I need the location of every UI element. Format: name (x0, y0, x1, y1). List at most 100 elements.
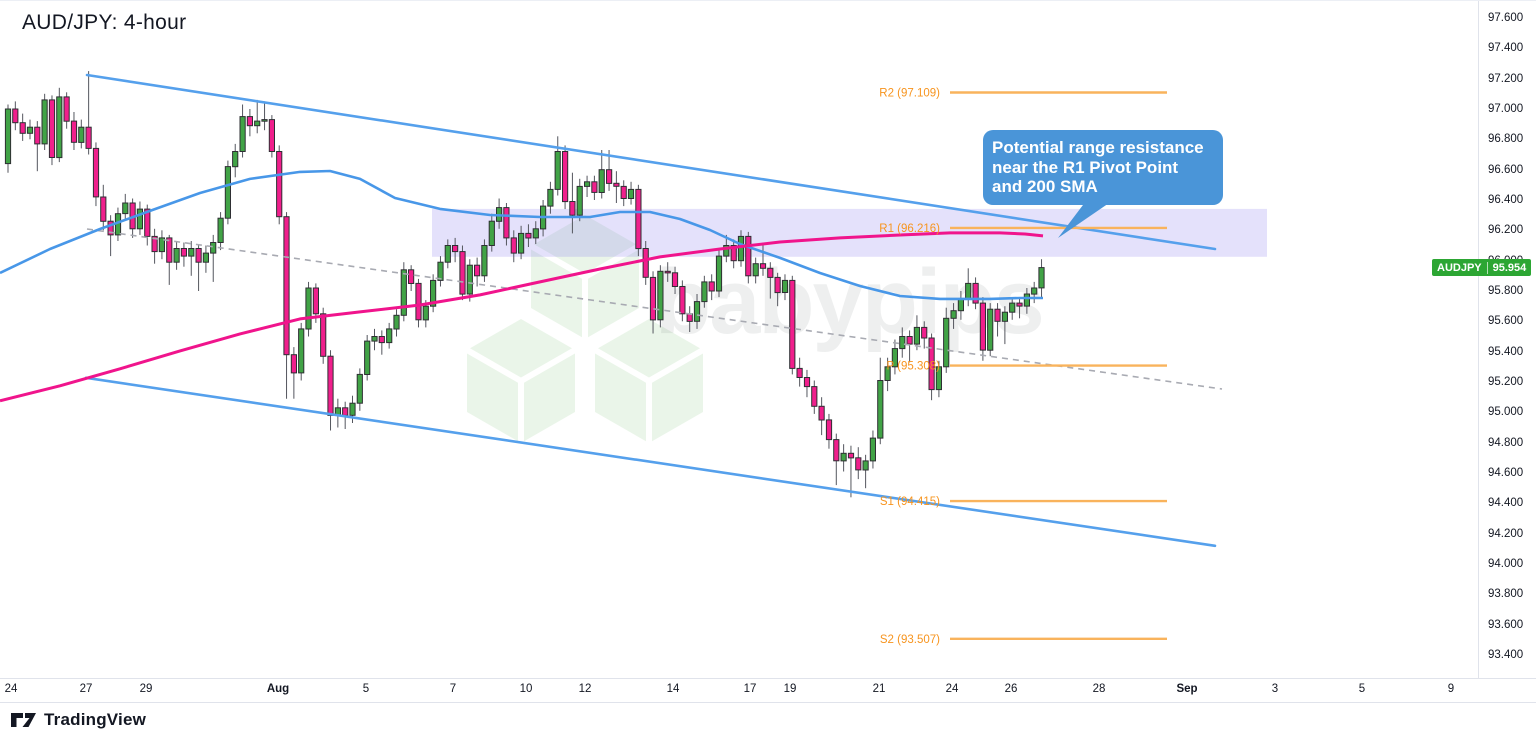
candle[interactable] (693, 301, 701, 322)
time-axis[interactable]: 24 27 29 Aug 5 7 10 12 14 17 19 21 24 26 28 Sep 3 5 9 (0, 678, 1536, 703)
candle[interactable] (921, 326, 928, 339)
candle[interactable] (891, 348, 898, 368)
candle[interactable] (884, 366, 891, 381)
candle[interactable] (862, 460, 869, 471)
candle[interactable] (195, 248, 202, 263)
candle[interactable] (642, 248, 649, 278)
candle[interactable] (56, 96, 63, 159)
candle[interactable] (122, 202, 129, 215)
candle[interactable] (261, 119, 268, 122)
candle[interactable] (166, 237, 173, 263)
candle[interactable] (437, 261, 444, 281)
candle[interactable] (224, 166, 232, 219)
candle[interactable] (452, 245, 459, 253)
candle[interactable] (210, 242, 217, 254)
candle[interactable] (283, 216, 290, 356)
candle[interactable] (217, 217, 224, 243)
candle[interactable] (723, 245, 730, 257)
candle[interactable] (899, 336, 906, 350)
candle[interactable] (107, 220, 114, 236)
candle[interactable] (19, 122, 26, 134)
candle[interactable] (290, 354, 297, 374)
candle[interactable] (591, 181, 598, 193)
candle[interactable] (1016, 302, 1023, 307)
candle[interactable] (613, 182, 620, 187)
candle[interactable] (701, 281, 708, 303)
candle[interactable] (173, 248, 180, 263)
candle[interactable] (466, 264, 473, 295)
candle[interactable] (906, 336, 913, 345)
candle[interactable] (70, 120, 78, 143)
candle[interactable] (41, 99, 48, 145)
candle[interactable] (444, 245, 451, 263)
candle[interactable] (913, 326, 920, 345)
candle[interactable] (1009, 302, 1016, 313)
candle[interactable] (393, 314, 400, 330)
candle[interactable] (312, 287, 319, 315)
candle[interactable] (430, 279, 437, 307)
candle[interactable] (781, 279, 789, 293)
candle[interactable] (48, 99, 56, 158)
candle[interactable] (569, 201, 576, 216)
candle[interactable] (510, 237, 517, 254)
candle[interactable] (342, 407, 349, 416)
candle[interactable] (584, 181, 591, 187)
candle[interactable] (657, 270, 664, 321)
candle[interactable] (935, 366, 942, 391)
candle[interactable] (972, 282, 979, 304)
candle[interactable] (4, 108, 12, 165)
candle[interactable] (825, 419, 833, 441)
candle[interactable] (1001, 311, 1008, 322)
candle[interactable] (188, 248, 195, 257)
candle[interactable] (378, 336, 385, 344)
chart-pane[interactable]: babypips R2 (97.109) R1 (96.216) P (95.308)… (0, 1, 1478, 678)
candle[interactable] (789, 279, 796, 369)
candle[interactable] (576, 185, 583, 216)
candle[interactable] (811, 386, 818, 407)
annotation-callout[interactable]: Potential range resistance near the R1 P… (983, 130, 1223, 205)
candle[interactable] (34, 126, 41, 145)
candle[interactable] (847, 452, 855, 459)
candle[interactable] (803, 377, 811, 388)
candle[interactable] (957, 298, 964, 312)
candle[interactable] (979, 302, 986, 351)
candle[interactable] (518, 232, 525, 254)
candle[interactable] (136, 208, 144, 230)
candle[interactable] (745, 235, 752, 277)
candle[interactable] (180, 248, 188, 257)
candle[interactable] (276, 151, 283, 218)
candle[interactable] (320, 313, 327, 357)
candle[interactable] (503, 207, 510, 239)
candle[interactable] (481, 245, 488, 277)
candle[interactable] (151, 235, 158, 253)
candle[interactable] (232, 151, 239, 168)
candle[interactable] (63, 96, 70, 122)
candle[interactable] (855, 457, 862, 471)
candle[interactable] (422, 305, 429, 321)
candle[interactable] (554, 151, 561, 190)
candle[interactable] (767, 267, 774, 278)
candle[interactable] (715, 255, 723, 292)
candle[interactable] (92, 147, 100, 198)
candle[interactable] (246, 116, 254, 127)
candle[interactable] (144, 208, 151, 237)
candle[interactable] (671, 272, 679, 287)
candle[interactable] (994, 308, 1001, 322)
candle[interactable] (254, 120, 261, 127)
candle[interactable] (620, 185, 627, 199)
candle[interactable] (305, 287, 312, 330)
candle[interactable] (627, 188, 635, 199)
candle[interactable] (679, 286, 686, 315)
candle[interactable] (415, 282, 422, 321)
candle[interactable] (78, 126, 85, 143)
candle[interactable] (85, 126, 92, 149)
dashed-trendline[interactable] (86, 228, 1223, 390)
candle[interactable] (818, 405, 825, 421)
candle[interactable] (950, 310, 957, 319)
candle[interactable] (349, 402, 356, 416)
candle[interactable] (268, 119, 275, 152)
candle[interactable] (562, 151, 569, 203)
candle[interactable] (327, 355, 334, 416)
candle[interactable] (833, 439, 840, 462)
